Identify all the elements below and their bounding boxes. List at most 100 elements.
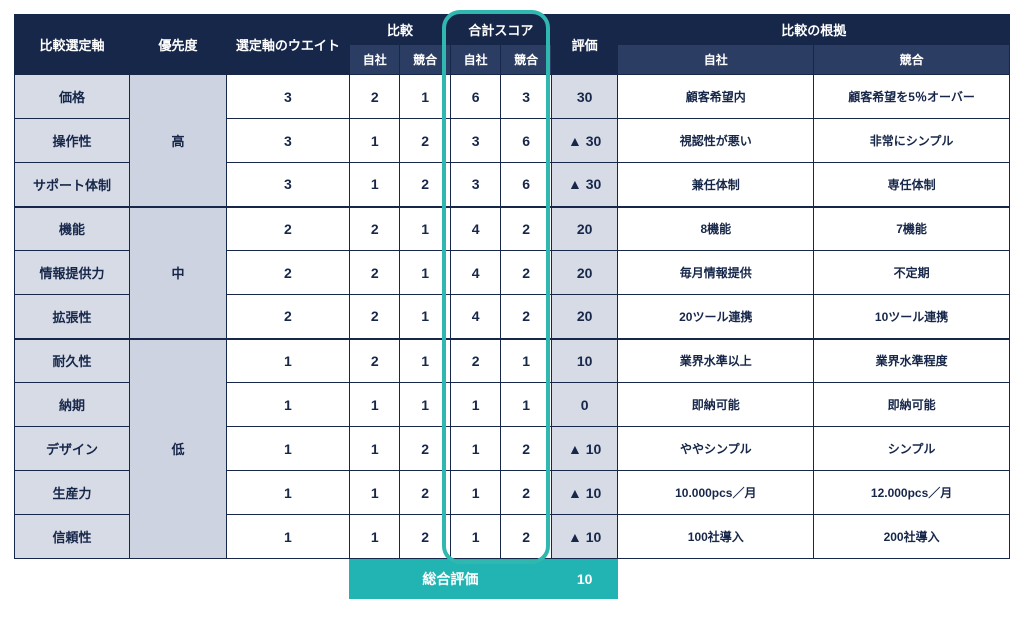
total-comp-cell: 6 [501, 119, 551, 163]
compare-own-cell: 1 [349, 383, 399, 427]
basis-own-cell: 毎月情報提供 [618, 251, 814, 295]
compare-own-cell: 1 [349, 163, 399, 207]
total-own-cell: 3 [450, 163, 500, 207]
total-comp-cell: 2 [501, 251, 551, 295]
weight-cell: 3 [226, 119, 349, 163]
eval-cell: 30 [551, 75, 618, 119]
basis-comp-cell: 即納可能 [814, 383, 1010, 427]
compare-own-cell: 2 [349, 251, 399, 295]
compare-own-cell: 1 [349, 471, 399, 515]
table-row: 機能中22142208機能7機能 [15, 207, 1010, 251]
compare-own-cell: 2 [349, 75, 399, 119]
header-axis: 比較選定軸 [15, 15, 130, 75]
subheader-cell: 自社 [450, 45, 500, 75]
header-priority: 優先度 [130, 15, 227, 75]
compare-own-cell: 1 [349, 427, 399, 471]
basis-own-cell: 即納可能 [618, 383, 814, 427]
eval-cell: 20 [551, 207, 618, 251]
basis-own-cell: 100社導入 [618, 515, 814, 559]
total-comp-cell: 2 [501, 471, 551, 515]
weight-cell: 1 [226, 471, 349, 515]
total-own-cell: 4 [450, 251, 500, 295]
compare-own-cell: 2 [349, 207, 399, 251]
axis-cell: 耐久性 [15, 339, 130, 383]
basis-own-cell: 視認性が悪い [618, 119, 814, 163]
eval-cell: 0 [551, 383, 618, 427]
priority-cell: 高 [130, 75, 227, 207]
comparison-matrix: 比較選定軸優先度選定軸のウエイト比較合計スコア評価比較の根拠自社競合自社競合自社… [14, 14, 1010, 599]
weight-cell: 1 [226, 339, 349, 383]
axis-cell: サポート体制 [15, 163, 130, 207]
axis-cell: 納期 [15, 383, 130, 427]
compare-comp-cell: 2 [400, 119, 450, 163]
compare-own-cell: 1 [349, 515, 399, 559]
eval-cell: 20 [551, 251, 618, 295]
total-comp-cell: 2 [501, 207, 551, 251]
total-own-cell: 1 [450, 383, 500, 427]
table-row: 耐久性低1212110業界水準以上業界水準程度 [15, 339, 1010, 383]
axis-cell: 価格 [15, 75, 130, 119]
basis-own-cell: 20ツール連携 [618, 295, 814, 339]
footer-spacer [618, 559, 1010, 599]
total-comp-cell: 2 [501, 427, 551, 471]
compare-comp-cell: 2 [400, 515, 450, 559]
basis-comp-cell: 非常にシンプル [814, 119, 1010, 163]
subheader-cell: 自社 [349, 45, 399, 75]
total-comp-cell: 2 [501, 515, 551, 559]
priority-cell: 低 [130, 339, 227, 559]
total-own-cell: 4 [450, 295, 500, 339]
footer-label: 総合評価 [349, 559, 551, 599]
basis-own-cell: 8機能 [618, 207, 814, 251]
basis-own-cell: 業界水準以上 [618, 339, 814, 383]
axis-cell: 拡張性 [15, 295, 130, 339]
axis-cell: デザイン [15, 427, 130, 471]
axis-cell: 信頼性 [15, 515, 130, 559]
eval-cell: ▲ 10 [551, 427, 618, 471]
total-comp-cell: 1 [501, 383, 551, 427]
eval-cell: ▲ 30 [551, 163, 618, 207]
footer-row: 総合評価10 [15, 559, 1010, 599]
weight-cell: 3 [226, 75, 349, 119]
eval-cell: ▲ 30 [551, 119, 618, 163]
total-own-cell: 1 [450, 471, 500, 515]
axis-cell: 機能 [15, 207, 130, 251]
compare-own-cell: 1 [349, 119, 399, 163]
total-own-cell: 3 [450, 119, 500, 163]
weight-cell: 2 [226, 295, 349, 339]
basis-comp-cell: 不定期 [814, 251, 1010, 295]
total-own-cell: 1 [450, 427, 500, 471]
compare-own-cell: 2 [349, 339, 399, 383]
compare-comp-cell: 1 [400, 339, 450, 383]
total-comp-cell: 1 [501, 339, 551, 383]
axis-cell: 生産力 [15, 471, 130, 515]
total-own-cell: 4 [450, 207, 500, 251]
total-own-cell: 1 [450, 515, 500, 559]
weight-cell: 3 [226, 163, 349, 207]
total-own-cell: 6 [450, 75, 500, 119]
subheader-cell: 競合 [501, 45, 551, 75]
weight-cell: 1 [226, 515, 349, 559]
compare-comp-cell: 1 [400, 75, 450, 119]
header-basis: 比較の根拠 [618, 15, 1010, 45]
compare-comp-cell: 2 [400, 163, 450, 207]
footer-spacer [15, 559, 350, 599]
compare-own-cell: 2 [349, 295, 399, 339]
comparison-table: 比較選定軸優先度選定軸のウエイト比較合計スコア評価比較の根拠自社競合自社競合自社… [14, 14, 1010, 599]
compare-comp-cell: 1 [400, 295, 450, 339]
basis-own-cell: 顧客希望内 [618, 75, 814, 119]
compare-comp-cell: 1 [400, 251, 450, 295]
basis-comp-cell: 専任体制 [814, 163, 1010, 207]
basis-comp-cell: 業界水準程度 [814, 339, 1010, 383]
table-row: 価格高3216330顧客希望内顧客希望を5％オーバー [15, 75, 1010, 119]
total-own-cell: 2 [450, 339, 500, 383]
basis-comp-cell: 200社導入 [814, 515, 1010, 559]
header-total: 合計スコア [450, 15, 551, 45]
eval-cell: ▲ 10 [551, 471, 618, 515]
basis-comp-cell: 10ツール連携 [814, 295, 1010, 339]
weight-cell: 1 [226, 383, 349, 427]
basis-comp-cell: 7機能 [814, 207, 1010, 251]
axis-cell: 操作性 [15, 119, 130, 163]
compare-comp-cell: 2 [400, 427, 450, 471]
header-eval: 評価 [551, 15, 618, 75]
header-weight: 選定軸のウエイト [226, 15, 349, 75]
